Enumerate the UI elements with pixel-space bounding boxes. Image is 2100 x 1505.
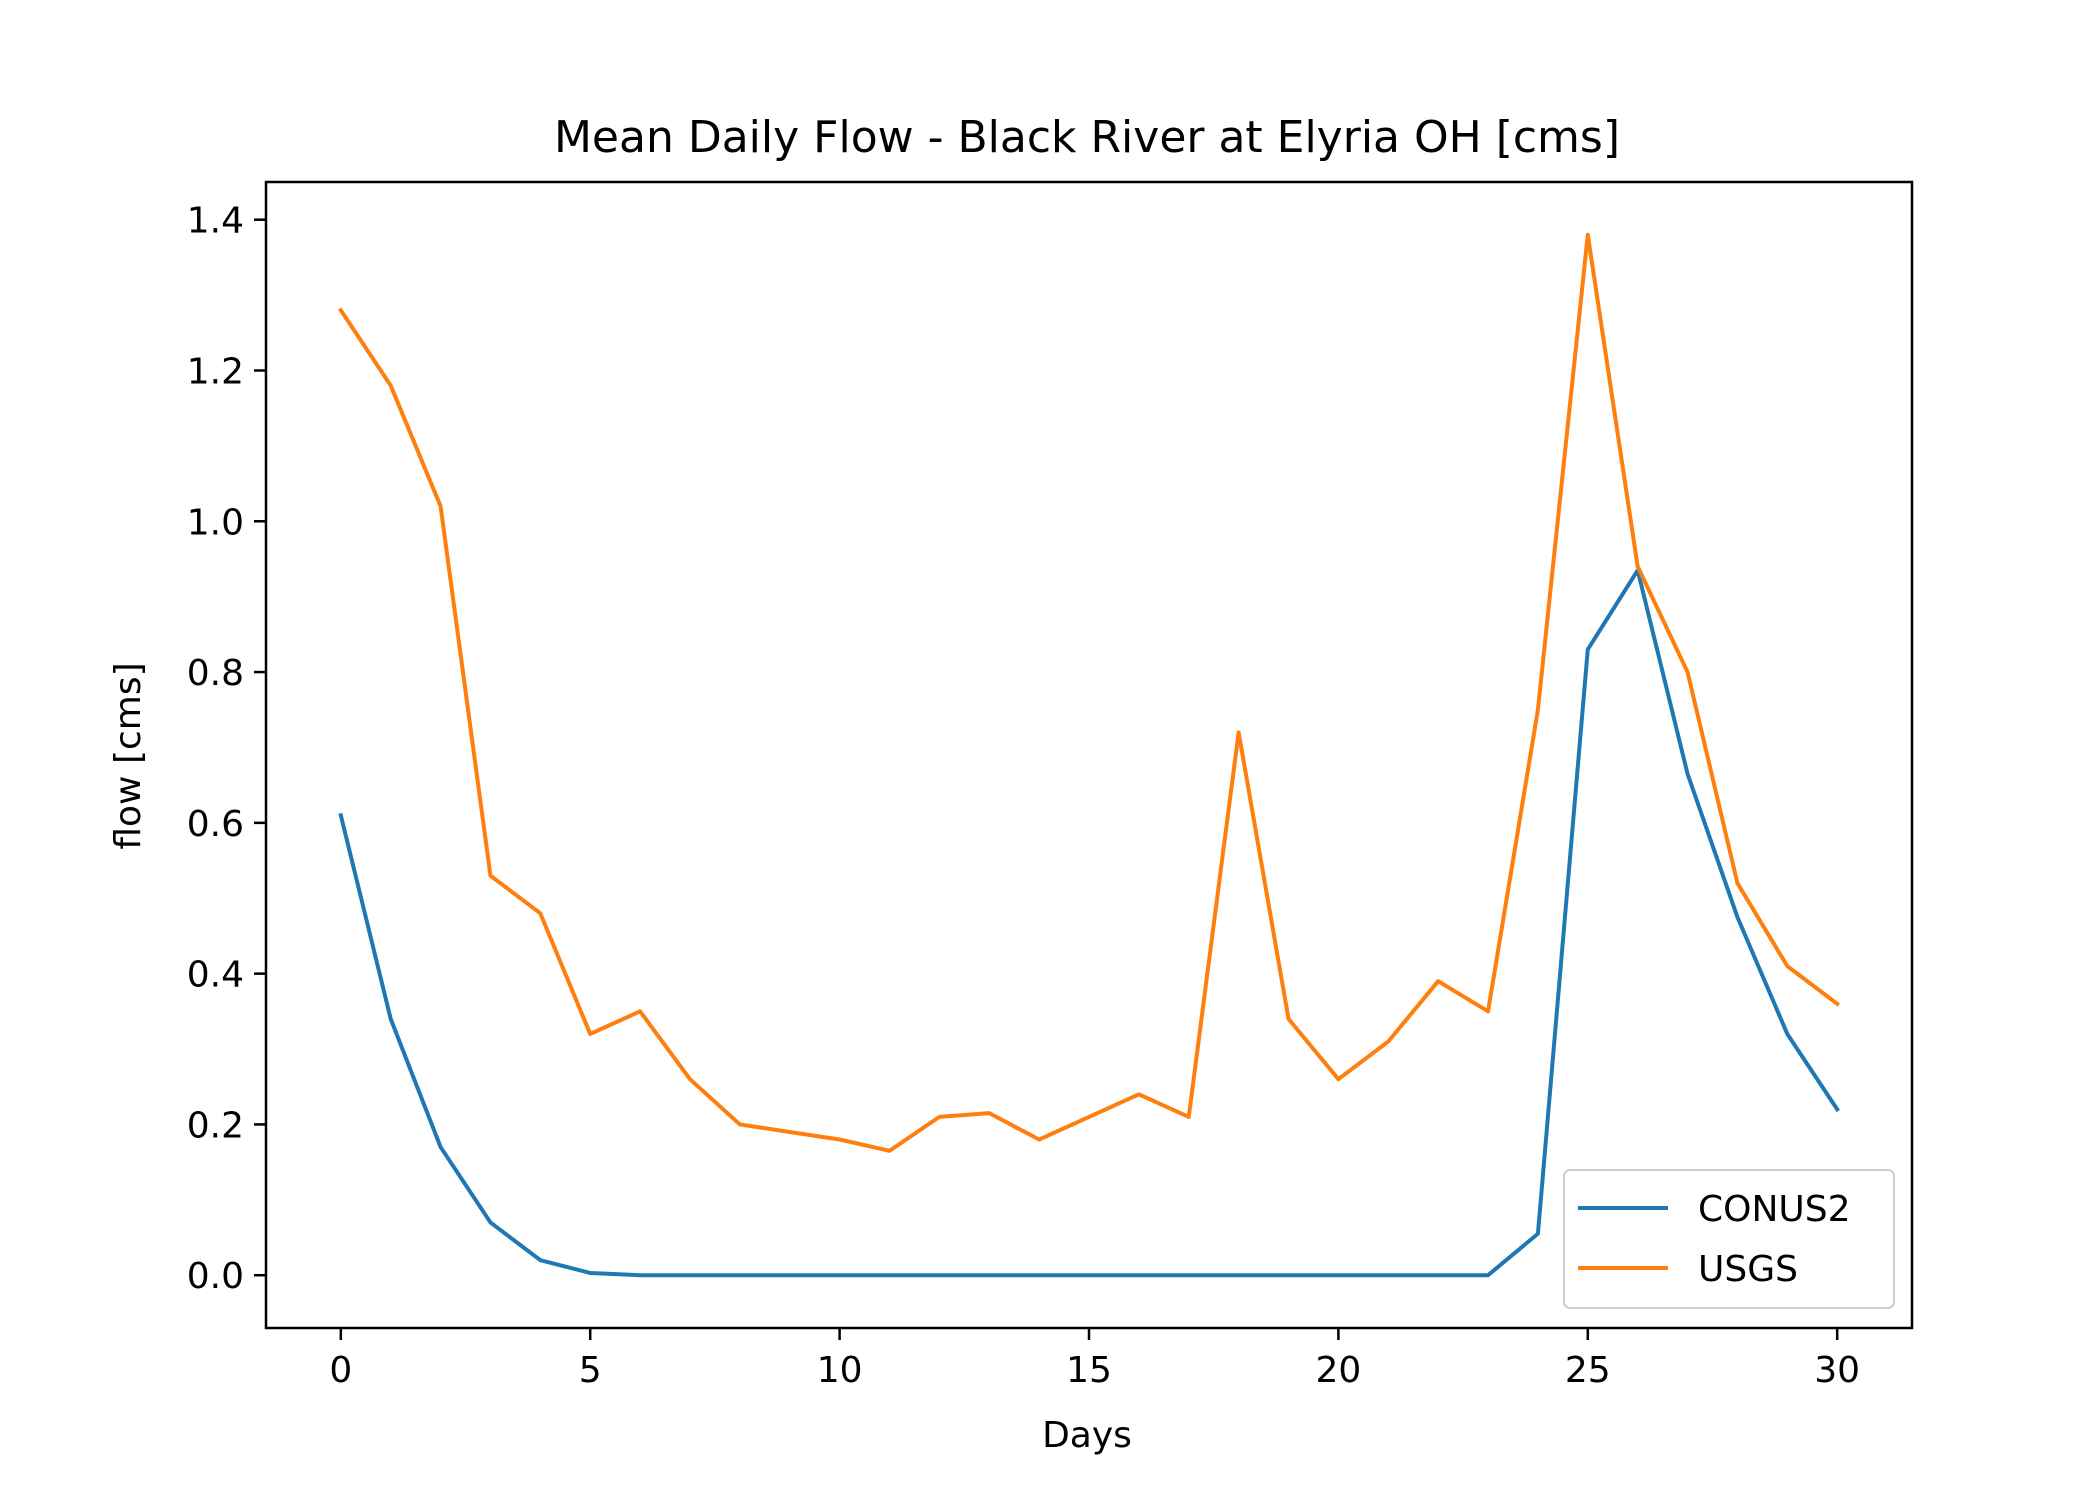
x-tick-label: 15 bbox=[1066, 1350, 1112, 1391]
y-tick-label: 0.4 bbox=[187, 955, 244, 996]
series-line-usgs bbox=[338, 232, 1840, 1153]
x-tick-label: 10 bbox=[817, 1350, 863, 1391]
y-tick-label: 1.0 bbox=[187, 502, 244, 543]
x-tick-label: 5 bbox=[579, 1350, 602, 1391]
series-line-conus2 bbox=[338, 568, 1840, 1278]
y-tick-label: 1.2 bbox=[187, 351, 244, 392]
x-tick-label: 0 bbox=[329, 1350, 352, 1391]
y-tick-label: 1.4 bbox=[187, 201, 244, 242]
legend-box bbox=[1563, 1169, 1895, 1309]
y-axis-label: flow [cms] bbox=[108, 662, 149, 849]
plot-area: 0 5 10 15 20 25 30 0.0 0.2 0.4 0.6 0.8 1.0 1.2 1.4 CONU… bbox=[187, 180, 1914, 1391]
y-tick-label: 0.0 bbox=[187, 1256, 244, 1297]
legend-label-conus2: CONUS2 bbox=[1698, 1189, 1851, 1230]
x-tick-label: 30 bbox=[1814, 1350, 1860, 1391]
y-tick-label: 0.6 bbox=[187, 804, 244, 845]
x-tick-label: 20 bbox=[1315, 1350, 1361, 1391]
x-tick-label: 25 bbox=[1565, 1350, 1611, 1391]
legend-label-usgs: USGS bbox=[1698, 1249, 1798, 1290]
y-tick-label: 0.8 bbox=[187, 653, 244, 694]
x-axis-label: Days bbox=[1042, 1415, 1132, 1456]
legend: CONUS2 USGS bbox=[1563, 1169, 1895, 1309]
chart-title: Mean Daily Flow - Black River at Elyria … bbox=[554, 112, 1620, 163]
y-tick-label: 0.2 bbox=[187, 1105, 244, 1146]
